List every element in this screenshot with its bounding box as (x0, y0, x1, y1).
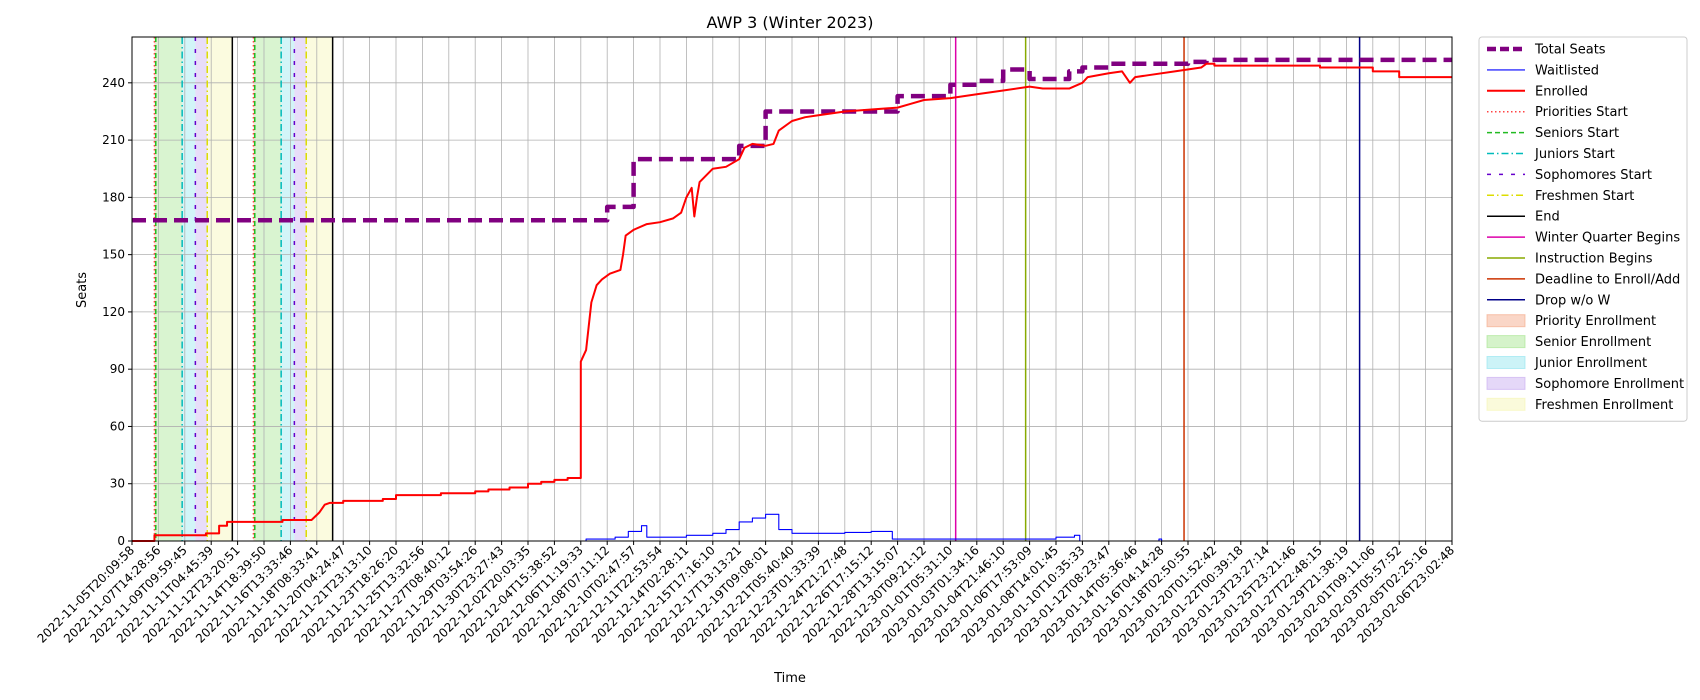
x-axis-label: Time (773, 671, 806, 686)
legend-label-14: Senior Enrollment (1535, 335, 1651, 350)
legend-item-9: Winter Quarter Begins (1487, 231, 1680, 246)
series-line-1 (132, 513, 1452, 542)
y-tick-label-5: 150 (102, 248, 125, 262)
legend-label-1: Waitlisted (1535, 63, 1599, 78)
series-line-0 (132, 57, 1452, 223)
region-2-1 (281, 37, 295, 541)
legend-swatch-13 (1486, 314, 1526, 328)
series-layer (132, 57, 1452, 542)
legend-label-5: Juniors Start (1534, 147, 1615, 162)
legend-item-13: Priority Enrollment (1486, 314, 1656, 329)
phase-layer (153, 37, 1361, 541)
region-1-1 (254, 37, 282, 541)
legend-item-1: Waitlisted (1487, 63, 1599, 78)
legend-item-14: Senior Enrollment (1486, 335, 1651, 350)
y-tick-label-4: 120 (102, 305, 125, 319)
legend-item-6: Sophomores Start (1487, 168, 1652, 183)
legend-label-10: Instruction Begins (1535, 252, 1653, 267)
y-tick-label-1: 30 (110, 477, 125, 491)
chart-title: AWP 3 (Winter 2023) (707, 13, 874, 32)
legend-label-7: Freshmen Start (1535, 189, 1634, 204)
region-4-1 (306, 37, 333, 541)
legend-item-8: End (1487, 210, 1560, 225)
legend: Total Seats Waitlisted Enrolled Priorities … (1478, 36, 1688, 422)
y-tick-label-0: 0 (117, 534, 125, 548)
legend-item-0: Total Seats (1487, 43, 1606, 58)
legend-label-11: Deadline to Enroll/Add (1535, 272, 1680, 287)
legend-label-13: Priority Enrollment (1535, 314, 1656, 329)
y-axis: 0 30 60 90 120 150 180 210 240 (102, 76, 132, 548)
legend-label-2: Enrolled (1535, 84, 1588, 99)
legend-item-5: Juniors Start (1487, 147, 1615, 162)
legend-item-11: Deadline to Enroll/Add (1487, 272, 1680, 287)
x-axis: 2022-11-05T20:09:582022-11-07T14:28:5620… (35, 541, 1457, 646)
y-tick-label-2: 60 (110, 419, 125, 433)
legend-label-0: Total Seats (1534, 43, 1606, 58)
y-tick-label-8: 240 (102, 76, 125, 90)
legend-item-16: Sophomore Enrollment (1486, 376, 1684, 392)
region-2-0 (182, 37, 196, 541)
region-3-1 (294, 37, 307, 541)
legend-item-3: Priorities Start (1487, 105, 1628, 120)
legend-label-8: End (1535, 210, 1560, 225)
region-3-0 (195, 37, 208, 541)
legend-item-12: Drop w/o W (1487, 293, 1611, 308)
legend-box (1478, 36, 1688, 422)
legend-item-2: Enrolled (1487, 84, 1588, 99)
legend-label-15: Junior Enrollment (1534, 356, 1647, 371)
region-1-0 (155, 37, 183, 541)
legend-label-6: Sophomores Start (1535, 168, 1652, 183)
legend-label-3: Priorities Start (1535, 105, 1628, 120)
series-line-2 (132, 62, 1452, 542)
legend-label-12: Drop w/o W (1535, 293, 1611, 308)
legend-item-15: Junior Enrollment (1486, 356, 1647, 371)
legend-label-17: Freshmen Enrollment (1535, 398, 1673, 413)
legend-swatch-15 (1486, 356, 1526, 369)
legend-swatch-17 (1486, 397, 1526, 411)
legend-item-4: Seniors Start (1487, 126, 1619, 141)
y-tick-label-3: 90 (110, 362, 125, 376)
legend-swatch-16 (1486, 376, 1526, 390)
legend-label-4: Seniors Start (1535, 126, 1619, 141)
legend-label-9: Winter Quarter Begins (1535, 231, 1680, 246)
y-axis-label: Seats (75, 272, 90, 308)
y-tick-label-7: 210 (102, 133, 125, 147)
legend-label-16: Sophomore Enrollment (1535, 377, 1684, 392)
legend-swatch-14 (1486, 335, 1526, 349)
legend-item-7: Freshmen Start (1487, 189, 1634, 204)
y-tick-label-6: 180 (102, 190, 125, 204)
legend-item-10: Instruction Begins (1487, 252, 1653, 267)
legend-item-17: Freshmen Enrollment (1486, 397, 1673, 413)
